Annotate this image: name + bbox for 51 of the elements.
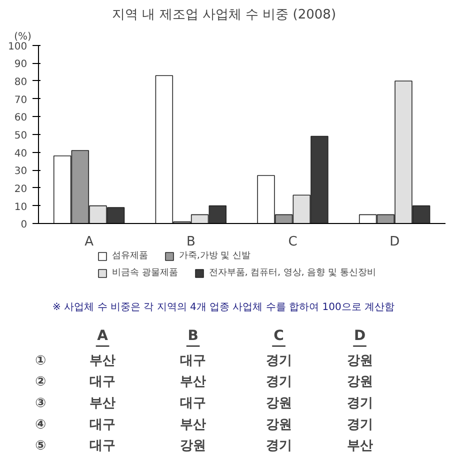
text: 강원 bbox=[266, 396, 292, 412]
y-tick-label: 0 bbox=[20, 220, 28, 231]
y-tick-label: 30 bbox=[14, 166, 28, 178]
text: ※ 사업체 수 비중은 각 지역의 4개 업종 사업체 수를 합하여 100으로 계산함 bbox=[52, 302, 395, 314]
text: ② bbox=[35, 374, 46, 390]
text: 대구 bbox=[90, 417, 116, 432]
text: D bbox=[354, 328, 366, 344]
legend-label: 섬유제품 bbox=[112, 250, 148, 262]
text: 강원 bbox=[346, 353, 373, 368]
text: 경기 bbox=[266, 353, 292, 368]
text: 강원 bbox=[346, 374, 373, 390]
x-tick-label: D bbox=[390, 234, 400, 250]
text: 부산 bbox=[90, 396, 116, 412]
y-tick-label: 60 bbox=[14, 112, 28, 124]
y-tick-label: 10 bbox=[14, 202, 28, 213]
y-axis-title: (%) bbox=[14, 31, 32, 42]
text: ① bbox=[35, 353, 46, 368]
text: 부산 bbox=[346, 438, 373, 454]
y-tick-label: 40 bbox=[14, 148, 28, 160]
text: ⑤ bbox=[35, 438, 46, 454]
x-tick-label: B bbox=[186, 234, 196, 250]
text: 경기 bbox=[266, 438, 292, 454]
text: A bbox=[97, 328, 108, 344]
text: 대구 bbox=[180, 353, 206, 368]
y-tick-label: 20 bbox=[14, 184, 28, 195]
text: 대구 bbox=[90, 374, 116, 390]
text: 부산 bbox=[180, 417, 206, 432]
text: 부산 bbox=[180, 374, 206, 390]
text: 강원 bbox=[266, 417, 292, 432]
legend-label: 전자부품, 컴퓨터, 영상, 음향 및 통신장비 bbox=[208, 267, 376, 279]
text: 경기 bbox=[346, 396, 373, 412]
text: 대구 bbox=[180, 396, 206, 412]
x-tick-label: A bbox=[84, 234, 94, 250]
legend-label: 가죽,가방 및 신발 bbox=[179, 250, 251, 262]
text: ③ bbox=[35, 396, 46, 412]
text: 강원 bbox=[180, 438, 206, 454]
chart-title: 지역 내 제조업 사업체 수 비중 (2008) bbox=[112, 8, 336, 22]
y-tick-label: 90 bbox=[14, 59, 28, 70]
text: ④ bbox=[35, 417, 46, 432]
text: 부산 bbox=[90, 353, 116, 368]
y-tick-label: 100 bbox=[8, 41, 28, 52]
x-tick-label: C bbox=[288, 234, 298, 250]
y-tick-label: 70 bbox=[14, 94, 28, 106]
y-tick-label: 50 bbox=[14, 130, 28, 142]
text: C bbox=[274, 328, 284, 344]
text: 대구 bbox=[90, 438, 116, 454]
legend-label: 비금속 광물제품 bbox=[112, 267, 178, 279]
y-tick-label: 80 bbox=[14, 76, 28, 88]
text: 경기 bbox=[266, 374, 292, 390]
text: B bbox=[188, 328, 198, 344]
text: 경기 bbox=[346, 417, 373, 432]
